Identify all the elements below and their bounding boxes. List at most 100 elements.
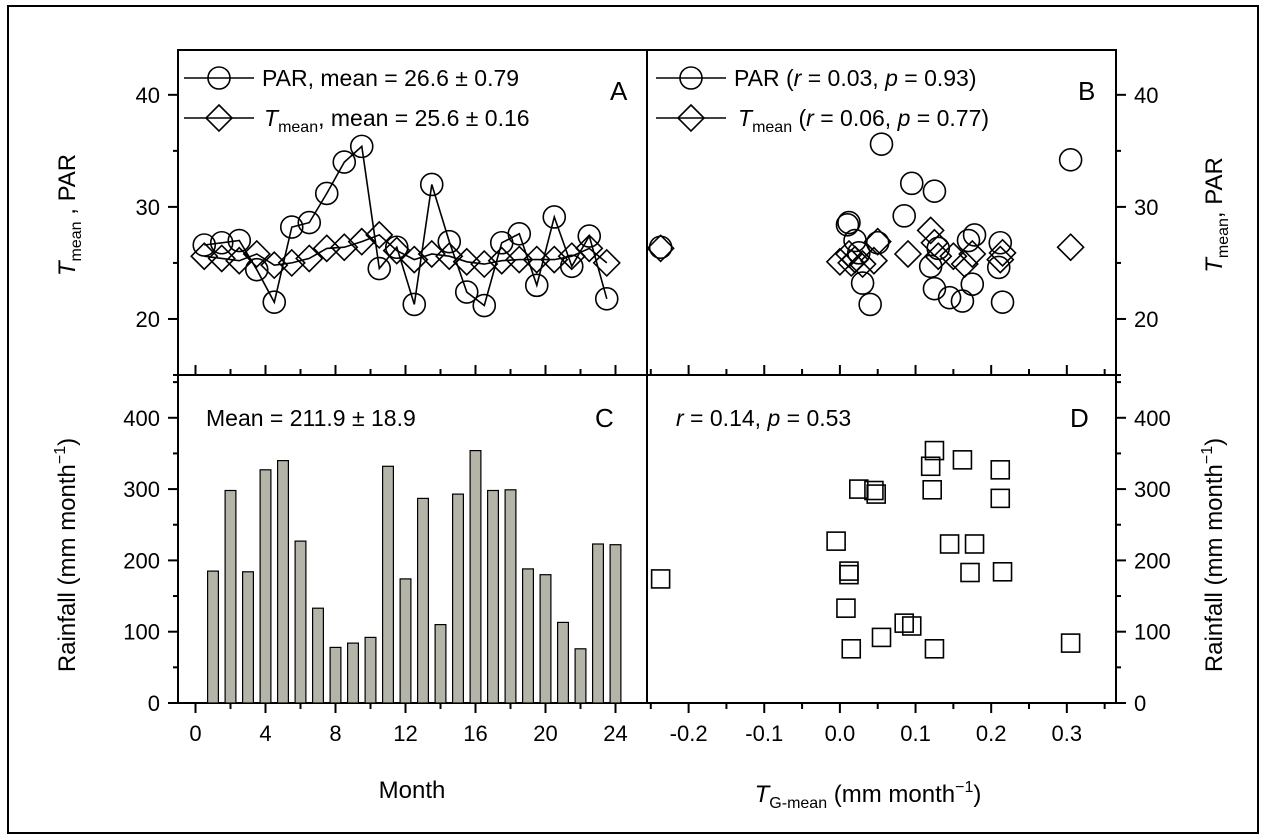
y-tick-label: 30: [1134, 195, 1158, 220]
data-point-tmean: [225, 246, 254, 275]
panel-c-x-ticks: 0 4 8 12 16 20 24: [189, 365, 628, 746]
data-point-tmean: [916, 216, 945, 245]
data-point-tmean: [242, 239, 271, 269]
y-tick-label: 300: [123, 477, 160, 502]
data-point-tmean: [382, 236, 411, 265]
x-tick-label: 0.2: [976, 721, 1007, 746]
data-point-par: [402, 292, 427, 317]
data-point-tmean: [1056, 233, 1085, 262]
bar-month-18: [504, 489, 517, 704]
y-tick-label: 100: [123, 620, 160, 645]
bar-month-22: [574, 648, 587, 704]
legend-par-label: PAR, mean = 26.6 ± 0.79: [262, 65, 519, 91]
data-point-par: [922, 179, 947, 204]
data-point-rainfall: [939, 534, 960, 554]
panel-b-frame: [646, 49, 1117, 376]
data-point-par: [1058, 148, 1083, 172]
panel-d-x-ticks: -0.2 -0.1 0.0 0.1 0.2 0.3: [649, 365, 1106, 746]
data-point-tmean: [190, 242, 219, 271]
data-point-tmean: [924, 242, 953, 271]
panel-a-y-ticks: 20 30 40: [136, 83, 178, 376]
data-point-tmean: [400, 245, 429, 274]
data-point-rainfall: [990, 460, 1011, 480]
bar-month-23: [591, 543, 604, 704]
data-point-tmean: [470, 249, 499, 279]
data-point-tmean: [207, 244, 236, 273]
data-point-par: [922, 276, 947, 301]
data-point-tmean: [950, 249, 979, 279]
data-point-tmean: [435, 242, 464, 271]
y-tick-label: 20: [1134, 307, 1158, 332]
data-point-par: [937, 285, 962, 310]
panel-a: 20 30 40 PAR, mean = 26.6 ± 0.79 Tmean, me…: [54, 49, 648, 376]
panel-d-xlabel: TG-mean (mm month−1): [755, 779, 982, 812]
data-point-tmean: [277, 248, 306, 278]
data-point-tmean: [893, 239, 923, 269]
panel-c-ylabel: Rainfall (mm month−1): [52, 438, 81, 672]
data-point-tmean: [365, 220, 394, 250]
x-tick-label: 4: [259, 721, 271, 746]
data-point-par: [577, 224, 602, 248]
data-point-tmean: [592, 248, 621, 278]
panel-a-legend: PAR, mean = 26.6 ± 0.79 Tmean, mean = 25…: [184, 65, 530, 136]
data-point-tmean: [347, 227, 376, 256]
data-point-par: [837, 210, 861, 235]
bar-month-3: [242, 571, 255, 704]
data-point-par: [332, 150, 357, 174]
panel-b-ylabel: Tmean, PAR: [1201, 157, 1232, 273]
bar-month-13: [417, 497, 430, 704]
data-point-tmean: [863, 227, 892, 256]
data-point-rainfall: [894, 613, 914, 633]
data-point-par: [384, 235, 409, 260]
panel-a-letter: A: [610, 76, 628, 106]
bar-month-17: [487, 489, 500, 704]
x-tick-label: 0.3: [1052, 721, 1083, 746]
legend-tmean-marker: [676, 103, 706, 133]
y-tick-label: 0: [1134, 691, 1146, 716]
data-point-tmean: [859, 246, 889, 275]
panel-b: 20 30 40 PAR (r = 0.03, p = 0.93) Tmean (r…: [646, 49, 1232, 376]
data-point-par: [869, 132, 894, 156]
data-point-rainfall: [866, 484, 887, 504]
data-point-rainfall: [952, 450, 973, 470]
data-point-rainfall: [924, 440, 945, 461]
bar-month-14: [434, 623, 447, 704]
data-point-tmean: [920, 228, 949, 257]
bar-month-5: [277, 460, 290, 704]
data-point-tmean: [848, 249, 877, 279]
data-point-par: [279, 215, 304, 239]
data-point-par: [986, 255, 1011, 280]
data-point-par: [454, 280, 479, 304]
data-point-par: [956, 228, 981, 253]
data-point-tmean: [260, 251, 289, 280]
data-point-par: [367, 256, 392, 281]
data-point-par: [960, 272, 985, 297]
bar-month-11: [382, 465, 395, 704]
data-point-par: [419, 172, 444, 197]
y-tick-label: 400: [1134, 406, 1171, 431]
x-tick-label: 12: [393, 721, 417, 746]
panel-c-xlabel: Month: [379, 777, 446, 804]
x-tick-label: 8: [329, 721, 341, 746]
bar-month-10: [364, 636, 377, 704]
x-tick-label: 0: [189, 721, 201, 746]
data-point-par: [962, 223, 987, 247]
panel-c-mean-annotation: Mean = 211.9 ± 18.9: [206, 405, 416, 431]
data-point-rainfall: [826, 531, 846, 551]
data-point-rainfall: [901, 616, 922, 636]
data-point-par: [227, 228, 252, 253]
panel-a-ylabel: Tmean , PAR: [54, 154, 85, 276]
y-tick-label: 200: [123, 548, 160, 573]
legend-tmean-marker: [204, 103, 234, 133]
data-point-tmean: [840, 245, 870, 274]
data-point-rainfall: [924, 639, 945, 659]
data-point-tmean: [295, 244, 324, 273]
panel-d-ylabel: Rainfall (mm month−1): [1199, 438, 1228, 672]
data-point-par: [835, 213, 860, 237]
x-tick-label: 0.0: [825, 721, 856, 746]
y-tick-label: 40: [1134, 83, 1158, 108]
data-point-rainfall: [841, 639, 862, 659]
data-point-rainfall: [992, 561, 1013, 582]
x-tick-label: 16: [463, 721, 487, 746]
x-tick-label: 0.1: [900, 721, 931, 746]
